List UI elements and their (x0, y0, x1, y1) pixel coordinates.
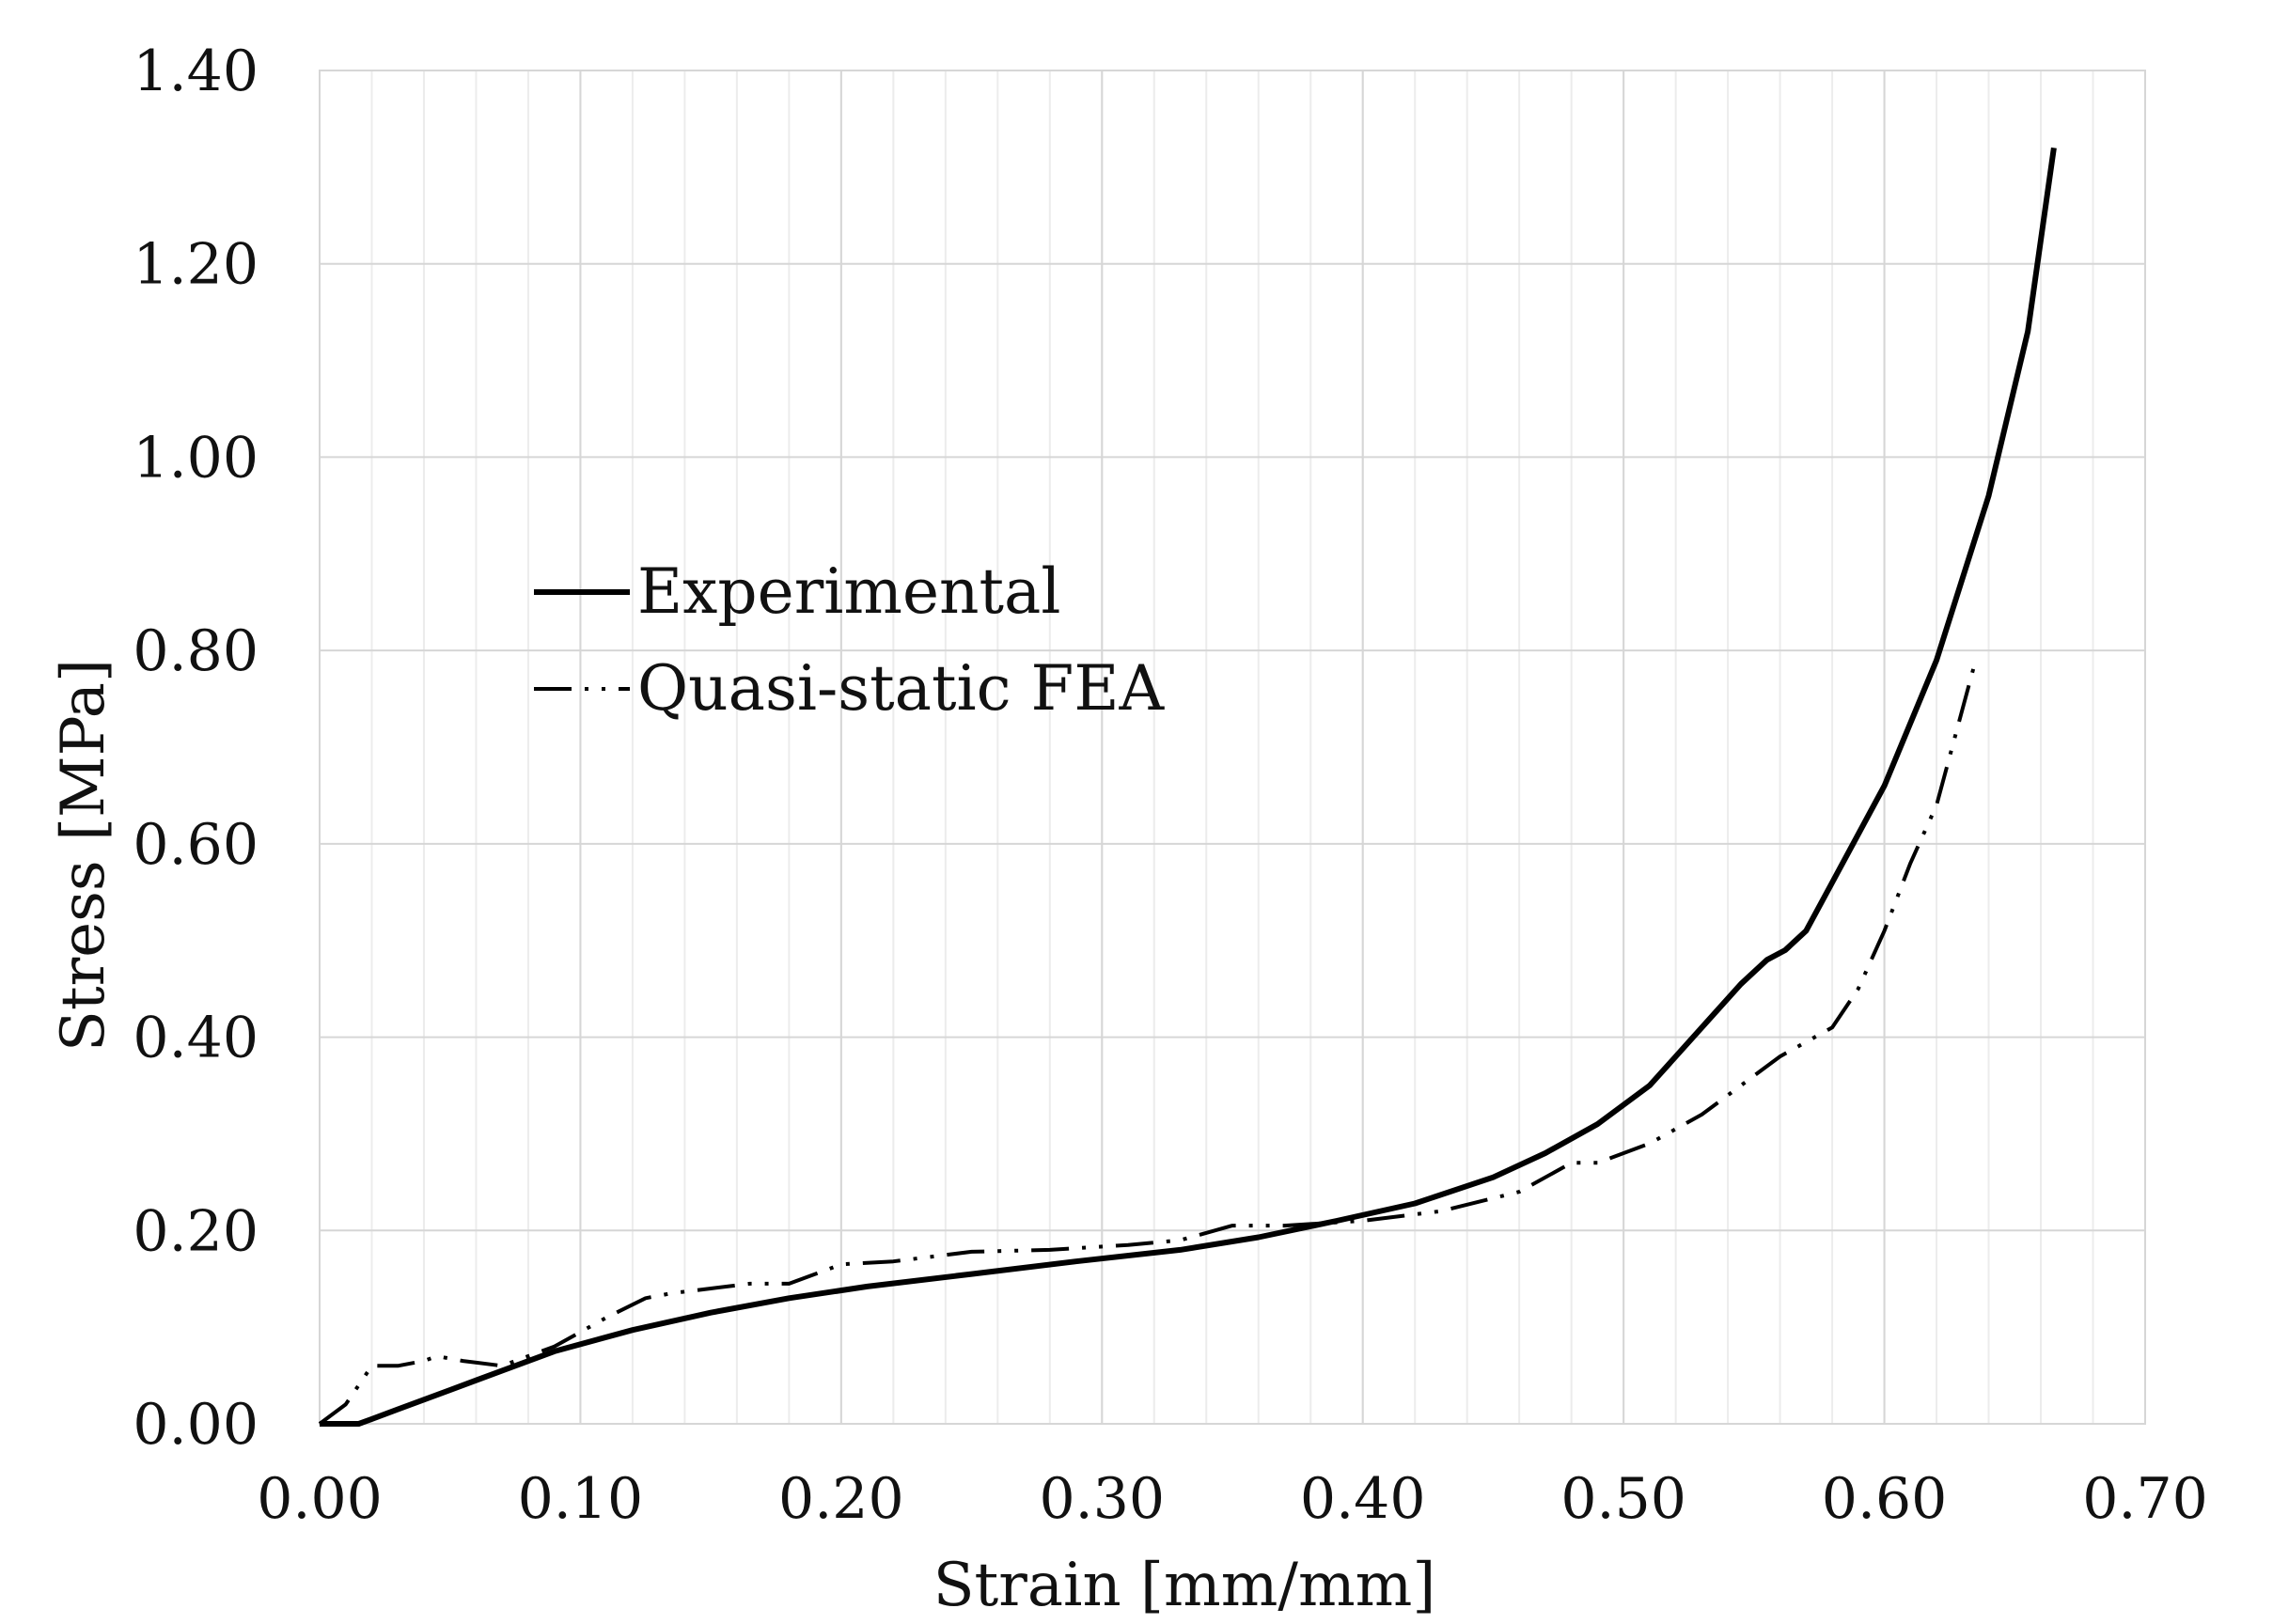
series-layer (318, 147, 2057, 1427)
y-axis-tick-labels: 0.00 0.20 0.40 0.60 0.80 1.00 1.20 1.40 (133, 39, 259, 1458)
legend-label-experimental: Experimental (637, 555, 1061, 628)
x-tick-label: 0.00 (257, 1466, 383, 1532)
x-axis-title: Strain [mm/mm] (933, 1551, 1436, 1620)
x-tick-label: 0.10 (518, 1466, 644, 1532)
x-tick-label: 0.20 (778, 1466, 904, 1532)
x-tick-label: 0.40 (1300, 1466, 1426, 1532)
legend: Experimental Quasi-static FEA (534, 555, 1166, 725)
y-tick-label: 0.40 (133, 1006, 259, 1071)
legend-label-quasi-static-fea: Quasi-static FEA (637, 652, 1166, 725)
x-tick-label: 0.70 (2082, 1466, 2208, 1532)
x-axis-tick-labels: 0.00 0.10 0.20 0.30 0.40 0.50 0.60 0.70 (257, 1466, 2208, 1532)
x-tick-label: 0.50 (1560, 1466, 1686, 1532)
plot-area-frame (319, 70, 2146, 1425)
y-tick-label: 1.40 (133, 39, 259, 104)
x-tick-label: 0.60 (1822, 1466, 1948, 1532)
y-tick-label: 1.20 (133, 232, 259, 298)
y-axis-title: Stress [MPa] (49, 659, 118, 1052)
y-tick-label: 1.00 (133, 425, 259, 491)
minor-gridlines (370, 70, 2094, 1424)
y-tick-label: 0.00 (133, 1392, 259, 1458)
x-tick-label: 0.30 (1039, 1466, 1165, 1532)
series-line-quasi-static-fea (318, 659, 1978, 1426)
major-gridlines (319, 70, 2146, 1425)
y-tick-label: 0.60 (133, 812, 259, 878)
y-tick-label: 0.20 (133, 1198, 259, 1264)
y-tick-label: 0.80 (133, 618, 259, 684)
